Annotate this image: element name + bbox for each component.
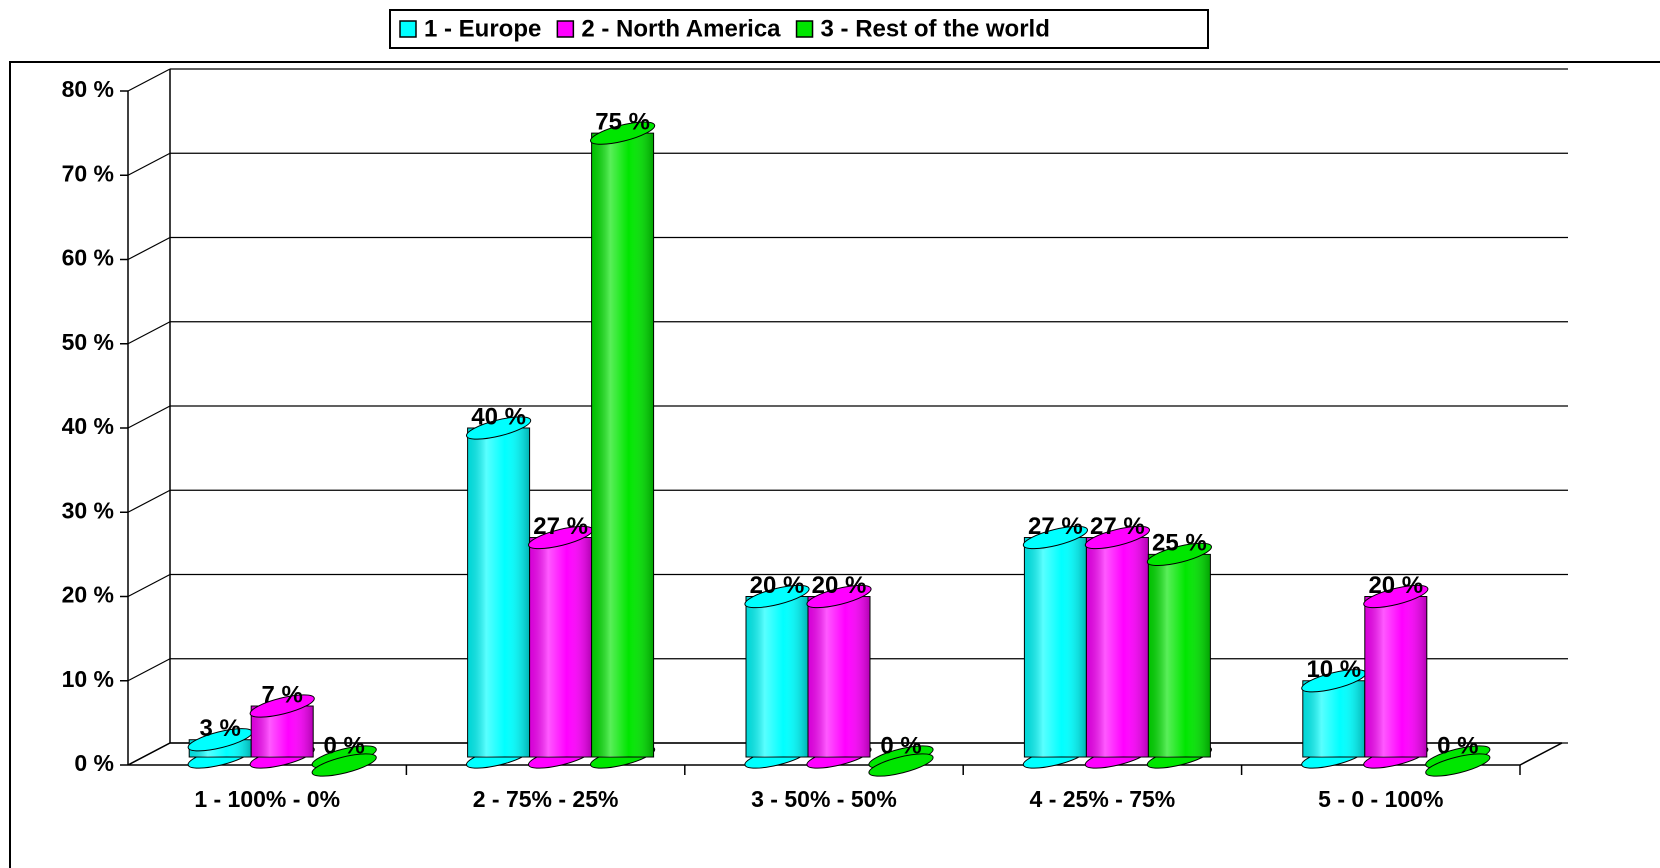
value-label: 0 % [1437, 732, 1478, 759]
y-tick-label: 40 % [62, 413, 114, 439]
grid-line [127, 573, 171, 598]
value-label: 40 % [471, 403, 526, 430]
y-tick-label: 50 % [62, 329, 114, 355]
bar [1425, 745, 1491, 777]
bar [1363, 584, 1429, 769]
grid-line [127, 68, 171, 92]
y-tick-label: 30 % [62, 497, 114, 523]
value-label: 10 % [1306, 656, 1361, 683]
value-label: 25 % [1152, 530, 1207, 557]
value-label: 7 % [262, 681, 303, 708]
value-label: 75 % [595, 108, 650, 135]
legend-label: 1 - Europe [424, 15, 541, 42]
grid-line [127, 321, 171, 345]
plot-frame [9, 61, 1660, 868]
x-tick-label: 3 - 50% - 50% [751, 786, 897, 812]
bar [1084, 525, 1150, 769]
bar [806, 584, 872, 769]
bar [187, 728, 253, 769]
grid-line [127, 152, 171, 176]
value-label: 3 % [200, 715, 241, 742]
bar [528, 525, 594, 769]
bar [311, 745, 377, 777]
value-label: 0 % [324, 732, 365, 759]
legend-swatch [556, 20, 575, 38]
x-tick-label: 5 - 0 - 100% [1318, 786, 1443, 812]
grid-line [127, 405, 171, 429]
grid-line [127, 236, 171, 261]
value-label: 20 % [1368, 572, 1423, 599]
y-tick-label: 0 % [74, 750, 114, 776]
value-label: 20 % [812, 572, 867, 599]
x-tick-label: 2 - 75% - 25% [473, 786, 619, 812]
legend-label: 2 - North America [581, 15, 781, 42]
bar [249, 694, 315, 769]
bar [868, 745, 934, 777]
bar [1022, 525, 1088, 769]
value-label: 27 % [533, 513, 588, 540]
value-label: 27 % [1090, 513, 1145, 540]
y-tick-label: 60 % [62, 245, 114, 271]
grid-line [127, 742, 171, 766]
legend-label: 3 - Rest of the world [821, 15, 1050, 42]
y-tick-label: 20 % [62, 582, 114, 608]
y-tick-label: 10 % [62, 666, 114, 692]
grid-line [127, 658, 171, 682]
y-tick-label: 80 % [62, 76, 114, 102]
value-label: 20 % [750, 572, 805, 599]
y-tick-label: 70 % [62, 160, 114, 186]
value-label: 0 % [880, 732, 921, 759]
grid-line [127, 489, 171, 513]
x-tick-label: 4 - 25% - 75% [1030, 786, 1176, 812]
bar [744, 584, 810, 769]
value-label: 27 % [1028, 513, 1083, 540]
bar [466, 416, 532, 769]
bar [1146, 542, 1212, 769]
bar [590, 121, 656, 769]
x-tick-label: 1 - 100% - 0% [194, 786, 340, 812]
legend-swatch [795, 20, 814, 38]
legend-swatch [399, 20, 417, 38]
